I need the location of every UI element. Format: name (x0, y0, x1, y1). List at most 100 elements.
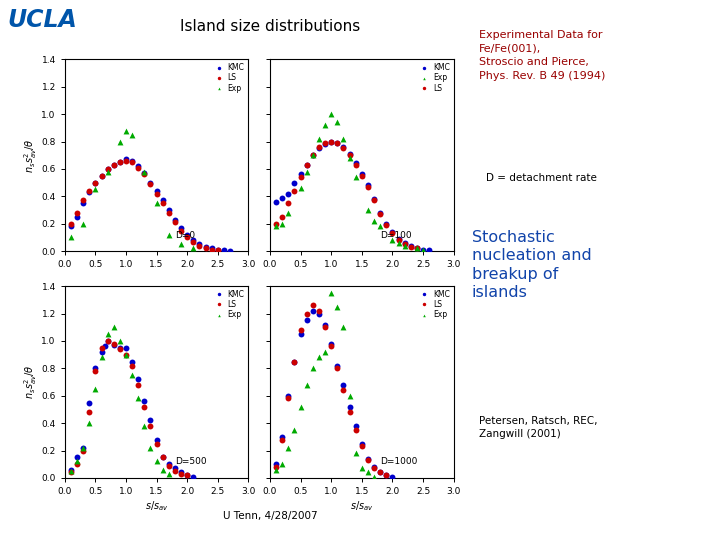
Point (108, 323, 120, 332)
Point (393, 236, 405, 245)
Point (157, 465, 168, 474)
Point (176, 469, 187, 478)
Point (369, 463, 380, 471)
Point (78, 199, 89, 207)
Point (301, 160, 312, 169)
Point (108, 341, 120, 349)
Point (276, 213, 288, 221)
Point (362, 183, 374, 191)
Point (114, 345, 126, 354)
Point (187, 472, 199, 481)
Point (313, 307, 325, 315)
Point (380, 471, 392, 480)
Point (374, 208, 386, 217)
Point (96, 172, 107, 180)
Point (176, 468, 187, 477)
Point (411, 244, 423, 253)
Point (369, 464, 380, 472)
Text: Island size distributions: Island size distributions (180, 19, 360, 34)
Point (331, 118, 343, 127)
Point (289, 357, 300, 366)
Point (350, 173, 361, 181)
Point (289, 426, 300, 434)
Point (276, 460, 288, 469)
Point (271, 463, 282, 471)
Point (65, 467, 77, 475)
Point (362, 181, 374, 190)
Point (399, 241, 410, 250)
Point (405, 242, 416, 251)
Point (145, 180, 156, 188)
Point (380, 221, 392, 230)
Point (307, 151, 318, 160)
Point (145, 416, 156, 424)
Point (96, 353, 107, 362)
Point (331, 361, 343, 370)
Point (169, 215, 181, 224)
Point (78, 196, 89, 205)
Point (114, 158, 126, 166)
Point (362, 454, 374, 463)
Point (176, 224, 187, 232)
Text: D=100: D=100 (380, 231, 412, 240)
Point (387, 236, 398, 245)
Point (307, 151, 318, 160)
Point (102, 336, 114, 345)
Point (350, 449, 361, 457)
Point (138, 397, 150, 406)
Point (138, 167, 150, 176)
Point (344, 402, 356, 411)
Point (114, 158, 126, 166)
Point (338, 144, 349, 153)
Point (212, 245, 223, 254)
Point (138, 170, 150, 179)
Point (102, 165, 114, 173)
Point (150, 440, 162, 448)
Point (157, 196, 168, 205)
Point (65, 468, 77, 477)
Point (320, 348, 331, 356)
Point (356, 172, 368, 180)
Point (320, 121, 331, 130)
Point (206, 245, 217, 254)
Point (399, 239, 410, 247)
Text: D=0: D=0 (175, 231, 195, 240)
Text: Stochastic
nucleation and
breakup of
islands: Stochastic nucleation and breakup of isl… (472, 230, 591, 300)
Point (344, 151, 356, 160)
Point (295, 330, 307, 339)
Point (181, 471, 193, 480)
Point (374, 222, 386, 231)
Point (301, 381, 312, 389)
Point (176, 240, 187, 248)
Point (150, 435, 162, 444)
Point (295, 326, 307, 334)
Point (344, 392, 356, 400)
Point (282, 199, 294, 207)
Point (127, 130, 138, 139)
Point (181, 231, 193, 239)
Point (362, 456, 374, 464)
Point (71, 213, 83, 221)
Text: UCLA: UCLA (7, 8, 77, 32)
Point (102, 167, 114, 176)
Point (71, 208, 83, 217)
Point (325, 137, 337, 146)
X-axis label: $s/s_{av}$: $s/s_{av}$ (145, 499, 168, 512)
Point (150, 186, 162, 195)
Point (344, 408, 356, 416)
Point (307, 151, 318, 160)
Point (369, 196, 380, 205)
Point (320, 320, 331, 329)
Point (157, 453, 168, 462)
Point (163, 231, 174, 239)
Point (325, 289, 337, 298)
Point (387, 227, 398, 236)
Point (350, 422, 361, 430)
Point (114, 137, 126, 146)
Point (418, 245, 429, 254)
Point (356, 170, 368, 179)
Point (356, 442, 368, 451)
Point (387, 229, 398, 238)
Point (282, 394, 294, 403)
Point (176, 226, 187, 235)
